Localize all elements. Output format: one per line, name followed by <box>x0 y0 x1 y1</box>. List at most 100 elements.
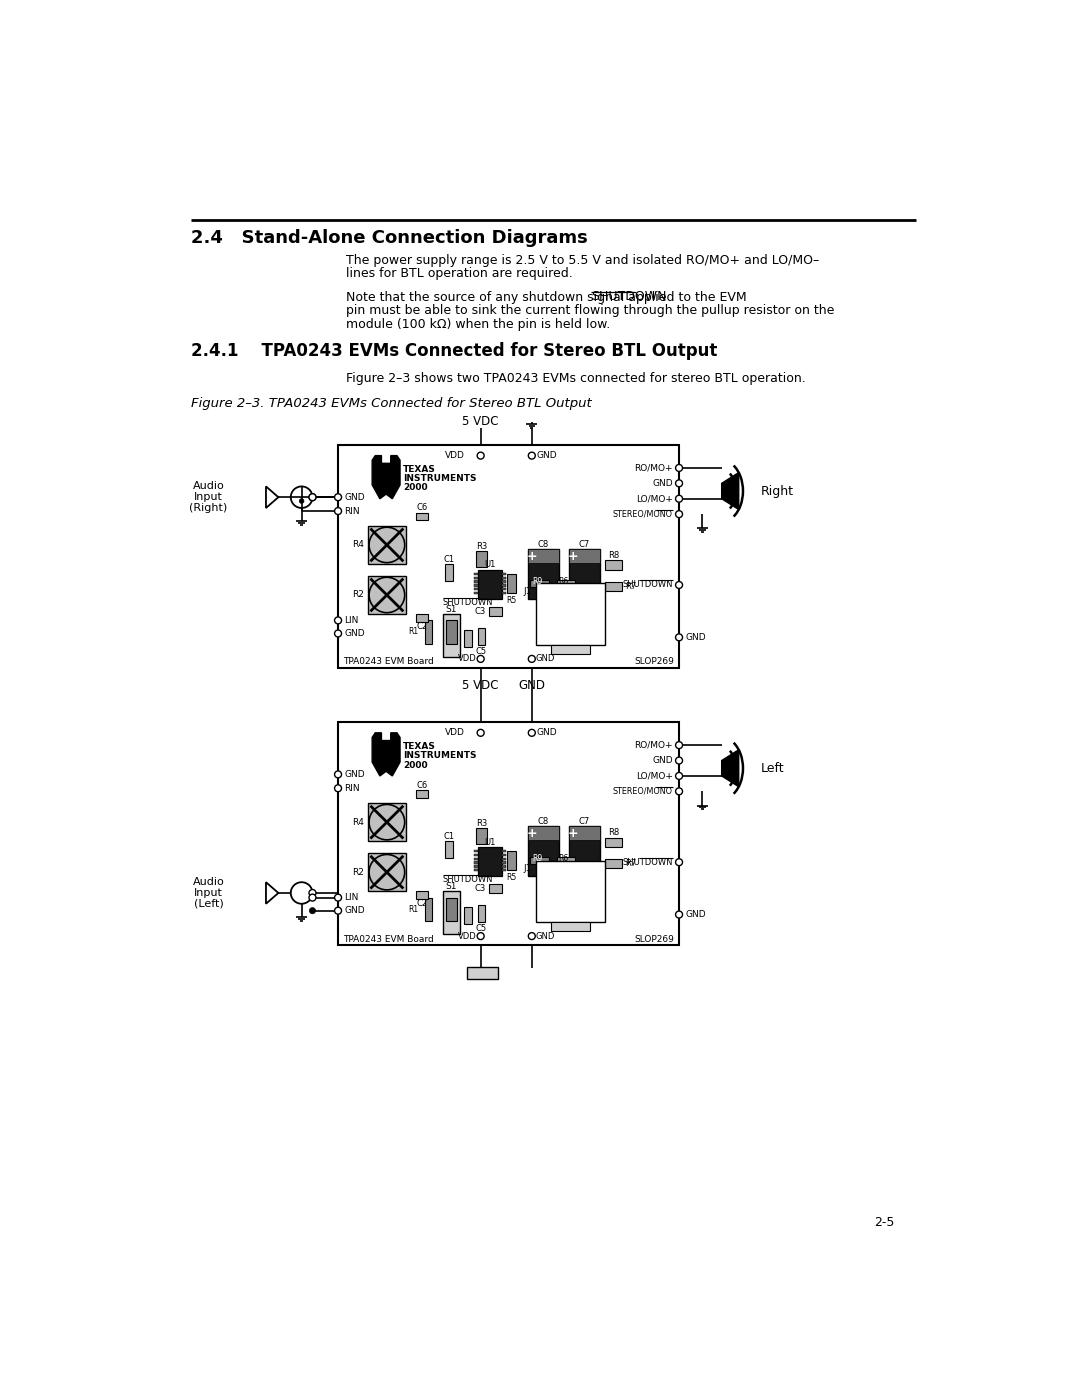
Circle shape <box>676 464 683 471</box>
Bar <box>476 828 487 844</box>
Text: VDD: VDD <box>458 932 476 940</box>
Bar <box>445 564 453 581</box>
Bar <box>530 580 549 587</box>
Text: The power supply range is 2.5 V to 5.5 V and isolated RO/MO+ and LO/MO–: The power supply range is 2.5 V to 5.5 V… <box>346 253 819 267</box>
Text: pin must be able to sink the current flowing through the pullup resistor on the: pin must be able to sink the current flo… <box>346 305 834 317</box>
Bar <box>528 549 559 563</box>
Circle shape <box>477 729 484 736</box>
Bar <box>446 898 457 921</box>
Bar <box>446 620 457 644</box>
Text: C6: C6 <box>416 781 428 789</box>
Text: SLOP269: SLOP269 <box>635 658 674 666</box>
Text: VDD: VDD <box>445 451 465 460</box>
Bar <box>416 891 428 900</box>
Circle shape <box>676 481 683 486</box>
Circle shape <box>676 742 683 749</box>
Bar <box>489 606 501 616</box>
Bar <box>474 592 477 594</box>
Text: R6: R6 <box>558 854 568 863</box>
Text: 2.4.1    TPA0243 EVMs Connected for Stereo BTL Output: 2.4.1 TPA0243 EVMs Connected for Stereo … <box>191 342 717 360</box>
Text: C7: C7 <box>579 817 590 826</box>
Bar <box>474 869 477 872</box>
Bar <box>536 861 606 922</box>
Bar <box>416 513 428 520</box>
Text: R4: R4 <box>352 541 364 549</box>
Text: R7: R7 <box>625 583 637 591</box>
Circle shape <box>528 933 536 940</box>
Text: +: + <box>526 550 537 563</box>
Text: +: + <box>568 827 578 840</box>
Bar <box>502 858 507 861</box>
Text: 5 VDC: 5 VDC <box>462 679 499 692</box>
Text: GND: GND <box>537 728 557 738</box>
Bar <box>464 630 472 647</box>
Text: ♦: ♦ <box>373 462 400 492</box>
Bar <box>474 580 477 583</box>
Text: LIN: LIN <box>345 893 359 902</box>
Bar <box>556 580 576 587</box>
Bar <box>502 869 507 872</box>
Bar <box>536 584 606 645</box>
Circle shape <box>335 907 341 914</box>
Bar <box>489 884 501 893</box>
Bar <box>367 854 406 891</box>
Circle shape <box>528 453 536 460</box>
Text: R2: R2 <box>352 868 364 877</box>
Text: S1: S1 <box>445 883 457 891</box>
Text: INSTRUMENTS: INSTRUMENTS <box>403 752 476 760</box>
Bar <box>528 549 559 599</box>
Bar <box>502 592 507 594</box>
Text: R6: R6 <box>558 577 568 585</box>
Text: GND: GND <box>685 909 706 919</box>
Text: 2-5: 2-5 <box>874 1215 894 1229</box>
Text: INSTRUMENTS: INSTRUMENTS <box>403 474 476 483</box>
Bar <box>606 838 622 847</box>
Text: +: + <box>526 827 537 840</box>
Bar <box>477 570 502 599</box>
Text: Audio: Audio <box>192 877 225 887</box>
Circle shape <box>299 499 303 503</box>
Text: STEREO/MONO: STEREO/MONO <box>612 510 673 518</box>
Text: TEXAS: TEXAS <box>403 742 436 752</box>
Bar <box>338 722 679 946</box>
Circle shape <box>335 785 341 792</box>
Text: GND: GND <box>345 493 365 502</box>
Circle shape <box>309 908 315 914</box>
Circle shape <box>676 859 683 866</box>
Text: module (100 kΩ) when the pin is held low.: module (100 kΩ) when the pin is held low… <box>346 319 610 331</box>
Bar <box>569 826 600 840</box>
Bar <box>477 905 485 922</box>
Text: R2: R2 <box>352 591 364 599</box>
Text: SLOP269: SLOP269 <box>635 935 674 944</box>
Text: Input: Input <box>194 888 224 898</box>
Circle shape <box>335 894 341 901</box>
Circle shape <box>477 655 484 662</box>
Circle shape <box>676 757 683 764</box>
Bar <box>474 577 477 578</box>
Text: R8: R8 <box>608 828 620 837</box>
Bar <box>476 550 487 567</box>
Text: R3: R3 <box>476 542 487 550</box>
Bar <box>367 576 406 615</box>
Circle shape <box>335 493 341 500</box>
Text: TPA0243 EVM Board: TPA0243 EVM Board <box>342 935 433 944</box>
Text: R5: R5 <box>507 873 516 882</box>
Bar <box>606 583 622 591</box>
Text: SHUTDOWN: SHUTDOWN <box>591 291 666 303</box>
Text: C8: C8 <box>538 817 549 826</box>
Polygon shape <box>373 455 400 499</box>
Bar <box>474 854 477 856</box>
Circle shape <box>309 493 316 500</box>
Text: Right: Right <box>760 485 794 497</box>
Bar <box>606 859 622 869</box>
Text: RO/MO+: RO/MO+ <box>634 740 673 750</box>
Text: VDD: VDD <box>445 728 465 738</box>
Text: (Right): (Right) <box>189 503 228 513</box>
Text: TPA0243 EVM Board: TPA0243 EVM Board <box>342 658 433 666</box>
Bar <box>474 584 477 587</box>
Text: RO/MO+: RO/MO+ <box>634 464 673 472</box>
Circle shape <box>676 511 683 518</box>
Text: Input: Input <box>194 492 224 502</box>
Text: SHUTDOWN: SHUTDOWN <box>443 598 494 608</box>
Text: C8: C8 <box>538 539 549 549</box>
